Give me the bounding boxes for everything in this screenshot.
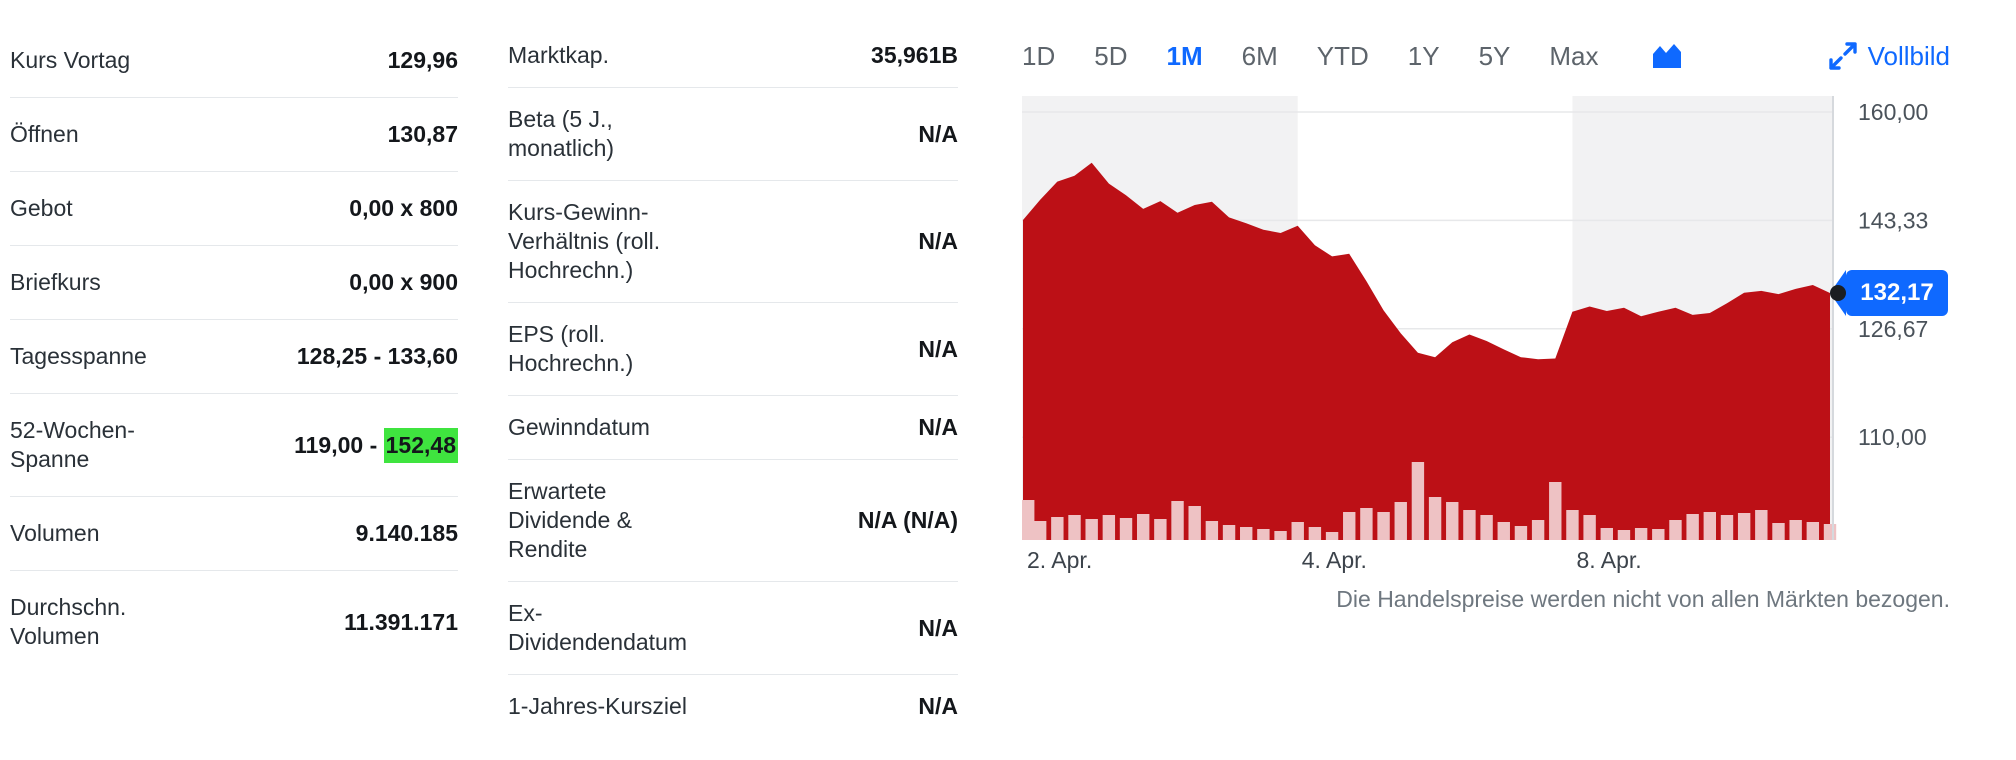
table-row: EPS (roll. Hochrechn.) N/A [508,303,958,396]
row-label: Marktkap. [508,42,609,68]
fullscreen-button[interactable]: Vollbild [1828,41,1950,72]
range-tab-5y[interactable]: 5Y [1478,40,1511,71]
last-price-dot [1830,285,1846,301]
row-value: 0,00 x 900 [349,269,458,295]
row-value: N/A [918,120,958,147]
row-label: Tagesspanne [10,343,147,369]
row-value: 0,00 x 800 [349,195,458,221]
row-value: N/A [918,335,958,362]
row-value: N/A (N/A) [857,507,958,533]
table-row: Ex- Dividendendatum N/A [508,582,958,675]
row-value: 11.391.171 [344,608,458,635]
table-row: Durchschn. Volumen 11.391.171 [10,571,458,673]
table-row: Gewinndatum N/A [508,396,958,460]
expand-icon [1828,42,1857,70]
quote-stats-table-left: Kurs Vortag 129,96 Öffnen 130,87 Gebot 0,00 x… [10,24,458,673]
row-label: 1-Jahres-Kursziel [508,693,687,719]
range-tab-max[interactable]: Max [1549,40,1599,71]
row-label: 52-Wochen- Spanne [10,417,135,472]
price-chart[interactable]: 160,00 143,33 126,67 110,00 2. Apr. 4. Apr. 8.… [1022,96,1950,576]
row-label: Volumen [10,520,100,546]
table-row: Öffnen 130,87 [10,98,458,172]
row-label: Durchschn. Volumen [10,594,127,649]
range-tab-1d[interactable]: 1D [1022,40,1056,71]
row-value: N/A [918,614,958,641]
row-value: N/A [918,414,958,440]
chart-toolbar: 1D 5D 1M 6M YTD 1Y 5Y Max Vollbild [1022,34,1950,78]
last-price-label: 132,17 [1860,279,1934,306]
row-label: Kurs Vortag [10,47,131,73]
range-tab-1y[interactable]: 1Y [1407,40,1440,71]
table-row: Tagesspanne 128,25 - 133,60 [10,320,458,394]
chart-type-button[interactable] [1650,41,1684,71]
row-value-text: 119,00 - [294,431,384,458]
range-tab-5d[interactable]: 5D [1094,40,1128,71]
table-row: Kurs Vortag 129,96 [10,24,458,98]
row-label: Beta (5 J., monatlich) [508,106,615,161]
y-axis-label: 160,00 [1858,99,1928,125]
chart-disclaimer: Die Handelspreise werden nicht von allen… [1336,586,1950,612]
area-chart-icon [1652,44,1681,68]
fullscreen-label: Vollbild [1867,40,1950,71]
x-axis-label: 2. Apr. [1027,547,1092,573]
highlighted-value: 152,48 [383,427,458,463]
row-value: 35,961B [871,42,958,68]
row-label: Gebot [10,195,73,221]
row-value: 128,25 - 133,60 [296,343,458,369]
x-axis-label: 8. Apr. [1576,547,1641,573]
row-label: Gewinndatum [508,414,650,440]
table-row: Kurs-Gewinn- Verhältnis (roll. Hochrechn… [508,181,958,303]
row-value: 119,00 - 152,48 [294,427,458,463]
table-row: 1-Jahres-Kursziel N/A [508,675,958,738]
x-axis-label: 4. Apr. [1302,547,1367,573]
row-label: Briefkurs [10,269,101,295]
y-axis-label: 126,67 [1858,316,1928,342]
row-value: 9.140.185 [355,520,458,546]
table-row: Volumen 9.140.185 [10,497,458,571]
row-value: N/A [918,693,958,719]
row-label: EPS (roll. Hochrechn.) [508,321,634,376]
row-label: Erwartete Dividende & Rendite [508,478,633,562]
row-value: 130,87 [387,121,458,147]
row-value: 129,96 [387,47,458,73]
range-tab-1m[interactable]: 1M [1166,40,1203,71]
row-label: Kurs-Gewinn- Verhältnis (roll. Hochrechn… [508,199,661,283]
table-row: Erwartete Dividende & Rendite N/A (N/A) [508,460,958,582]
table-row: Gebot 0,00 x 800 [10,172,458,246]
table-row: Marktkap. 35,961B [508,24,958,88]
row-label: Ex- Dividendendatum [508,600,688,655]
quote-stats-table-right: Marktkap. 35,961B Beta (5 J., monatlich) N/… [508,24,958,738]
y-axis-label: 110,00 [1858,424,1927,450]
table-row: 52-Wochen- Spanne 119,00 - 152,48 [10,394,458,497]
row-label: Öffnen [10,121,79,147]
y-axis-label: 143,33 [1858,207,1928,233]
row-value: N/A [918,228,958,254]
table-row: Briefkurs 0,00 x 900 [10,246,458,320]
table-row: Beta (5 J., monatlich) N/A [508,88,958,181]
chart-canvas[interactable]: 160,00 143,33 126,67 110,00 2. Apr. 4. Apr. 8.… [1022,96,1950,576]
range-tab-ytd[interactable]: YTD [1316,40,1369,71]
last-price-badge: 132,17 [1830,270,1948,316]
range-tab-6m[interactable]: 6M [1241,40,1278,71]
